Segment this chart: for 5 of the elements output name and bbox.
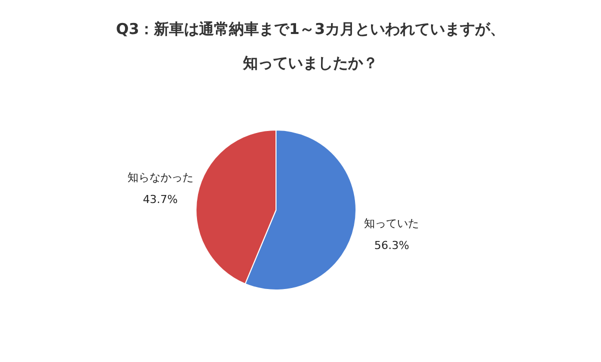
slice-label: 知っていた [364,217,420,230]
data-label: 56.3% [374,239,410,252]
data-label: 43.7% [142,192,178,206]
slice-label: 知らなかった [127,170,194,184]
chart-title: Q3：新車は通常納車まで1～3カ月といわれていますが、知っていましたか？ [114,19,506,74]
